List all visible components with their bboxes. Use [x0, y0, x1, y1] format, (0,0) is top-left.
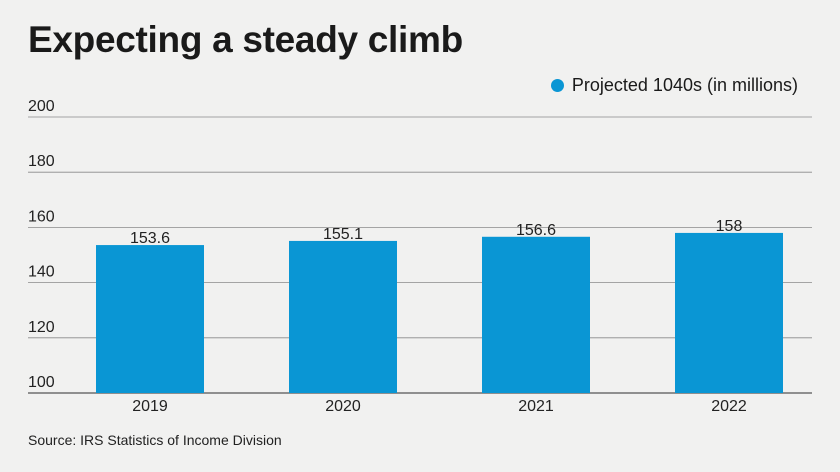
y-tick-label: 180 [28, 153, 55, 170]
source-note: Source: IRS Statistics of Income Divisio… [28, 432, 282, 448]
bar [289, 240, 397, 393]
x-tick-label: 2021 [518, 398, 554, 415]
grid-layer: 200 180 160 140 120 100 [28, 98, 812, 394]
y-tick-label: 120 [28, 319, 55, 336]
legend: Projected 1040s (in millions) [550, 75, 798, 96]
bar [675, 232, 783, 393]
bar [482, 236, 590, 393]
bar-value-label: 156.6 [516, 222, 556, 239]
bar-layer [96, 232, 783, 393]
y-tick-label: 160 [28, 208, 55, 225]
y-tick-label: 140 [28, 264, 55, 281]
bar-value-label: 158 [716, 218, 743, 235]
x-tick-label: 2020 [325, 398, 361, 415]
y-tick-label: 200 [28, 98, 55, 115]
legend-label: Projected 1040s (in millions) [571, 75, 798, 95]
bar-value-label: 153.6 [130, 230, 170, 247]
bar [96, 245, 204, 393]
y-tick-label: 100 [28, 374, 55, 391]
x-tick-label: 2022 [711, 398, 747, 415]
legend-swatch [550, 79, 564, 92]
label-layer: 153.6 2019 155.1 2020 156.6 2021 158 2022 [130, 218, 747, 415]
chart-title: Expecting a steady climb [28, 19, 463, 60]
x-tick-label: 2019 [132, 398, 168, 415]
bar-value-label: 155.1 [323, 226, 363, 243]
